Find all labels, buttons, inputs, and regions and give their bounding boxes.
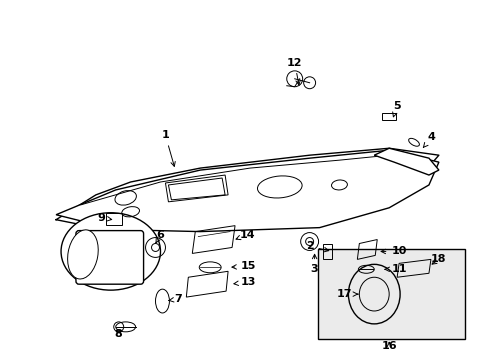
Text: 10: 10 (380, 247, 406, 256)
Polygon shape (373, 148, 438, 175)
Text: 11: 11 (384, 264, 406, 274)
Text: 14: 14 (236, 230, 255, 240)
Polygon shape (56, 150, 438, 231)
Text: 8: 8 (115, 329, 122, 339)
FancyBboxPatch shape (317, 249, 464, 339)
Text: 3: 3 (310, 254, 318, 274)
Text: 16: 16 (381, 341, 396, 351)
Ellipse shape (67, 230, 98, 279)
Text: 5: 5 (392, 100, 400, 117)
Text: 7: 7 (168, 294, 182, 304)
Ellipse shape (61, 213, 160, 290)
FancyBboxPatch shape (76, 231, 143, 284)
Text: 2: 2 (305, 242, 328, 252)
Text: 1: 1 (161, 130, 175, 166)
Text: 6: 6 (156, 230, 164, 243)
Text: 18: 18 (430, 255, 446, 264)
Text: 4: 4 (423, 132, 435, 148)
Text: 13: 13 (233, 277, 255, 287)
Text: 12: 12 (286, 58, 302, 85)
Text: 9: 9 (97, 213, 111, 223)
Text: 15: 15 (231, 261, 255, 271)
Text: 17: 17 (336, 289, 357, 299)
